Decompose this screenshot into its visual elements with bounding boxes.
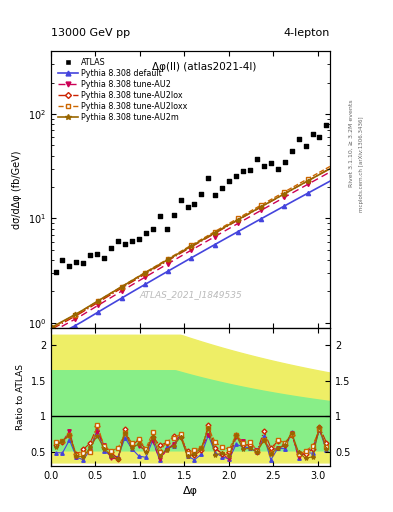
Line: Pythia 8.308 tune-AU2lox: Pythia 8.308 tune-AU2lox (50, 167, 332, 331)
Pythia 8.308 tune-AU2m (51, 324, 55, 330)
Pythia 8.308 tune-AU2lox (214, 229, 219, 236)
Text: Rivet 3.1.10, ≥ 3.2M events: Rivet 3.1.10, ≥ 3.2M events (349, 99, 354, 187)
Pythia 8.308 tune-AU2m (284, 189, 288, 196)
Text: 4-lepton: 4-lepton (284, 28, 330, 38)
ATLAS (184, 203, 191, 211)
Pythia 8.308 tune-AU2 (328, 169, 332, 175)
ATLAS (73, 258, 79, 266)
Text: Δφ(ll) (atlas2021-4l): Δφ(ll) (atlas2021-4l) (152, 62, 257, 72)
Pythia 8.308 tune-AU2loxx (50, 325, 54, 331)
ATLAS (247, 165, 253, 174)
ATLAS (156, 211, 163, 220)
ATLAS (59, 256, 66, 264)
ATLAS (66, 262, 73, 270)
ATLAS (150, 225, 156, 233)
Pythia 8.308 tune-AU2 (301, 183, 306, 189)
Pythia 8.308 tune-AU2 (51, 328, 55, 334)
Y-axis label: dσ/dΔφ (fb/GeV): dσ/dΔφ (fb/GeV) (12, 150, 22, 229)
Pythia 8.308 tune-AU2m (50, 324, 54, 330)
Pythia 8.308 tune-AU2 (214, 232, 219, 239)
Pythia 8.308 tune-AU2m (220, 225, 224, 231)
ATLAS (288, 147, 295, 155)
Pythia 8.308 tune-AU2 (50, 329, 54, 335)
Pythia 8.308 tune-AU2loxx (51, 324, 55, 330)
Line: Pythia 8.308 tune-AU2loxx: Pythia 8.308 tune-AU2loxx (50, 165, 332, 329)
ATLAS (226, 177, 232, 185)
Pythia 8.308 tune-AU2m (328, 166, 332, 172)
Text: ATLAS_2021_I1849535: ATLAS_2021_I1849535 (139, 290, 242, 299)
ATLAS (87, 251, 94, 259)
ATLAS (136, 235, 142, 243)
Pythia 8.308 default (328, 178, 332, 184)
ATLAS (177, 196, 184, 204)
ATLAS (163, 225, 170, 233)
ATLAS (143, 228, 149, 237)
Pythia 8.308 tune-AU2loxx (214, 227, 219, 233)
Pythia 8.308 default (50, 335, 54, 341)
ATLAS (171, 210, 177, 219)
ATLAS (80, 259, 86, 267)
ATLAS (303, 142, 309, 150)
Pythia 8.308 tune-AU2lox (215, 229, 220, 235)
ATLAS (254, 155, 260, 163)
Line: Pythia 8.308 tune-AU2m: Pythia 8.308 tune-AU2m (50, 166, 332, 330)
Pythia 8.308 tune-AU2lox (220, 226, 224, 232)
Pythia 8.308 tune-AU2 (215, 232, 220, 238)
ATLAS (115, 237, 121, 245)
ATLAS (108, 244, 114, 252)
ATLAS (323, 121, 330, 129)
ATLAS (129, 237, 135, 245)
Text: mcplots.cern.ch [arXiv:1306.3436]: mcplots.cern.ch [arXiv:1306.3436] (359, 116, 364, 211)
Pythia 8.308 tune-AU2lox (51, 326, 55, 332)
Y-axis label: Ratio to ATLAS: Ratio to ATLAS (16, 364, 25, 430)
ATLAS (296, 135, 302, 143)
ATLAS (122, 240, 128, 248)
Pythia 8.308 tune-AU2 (284, 193, 288, 199)
Line: Pythia 8.308 tune-AU2: Pythia 8.308 tune-AU2 (50, 170, 332, 334)
Pythia 8.308 tune-AU2loxx (220, 224, 224, 230)
ATLAS (309, 130, 316, 138)
ATLAS (101, 254, 107, 262)
Pythia 8.308 tune-AU2m (301, 180, 306, 186)
ATLAS (268, 159, 274, 167)
Pythia 8.308 tune-AU2lox (301, 180, 306, 186)
Line: Pythia 8.308 default: Pythia 8.308 default (50, 179, 332, 340)
ATLAS (233, 172, 239, 180)
Pythia 8.308 tune-AU2m (215, 228, 220, 234)
Pythia 8.308 tune-AU2loxx (284, 188, 288, 194)
Pythia 8.308 tune-AU2loxx (215, 227, 220, 233)
ATLAS (205, 174, 211, 182)
Pythia 8.308 default (214, 241, 219, 247)
ATLAS (240, 167, 246, 175)
ATLAS (191, 200, 198, 208)
Pythia 8.308 tune-AU2m (214, 229, 219, 235)
Pythia 8.308 default (220, 238, 224, 244)
ATLAS (94, 250, 100, 258)
Pythia 8.308 tune-AU2lox (284, 190, 288, 196)
Pythia 8.308 tune-AU2 (220, 229, 224, 236)
Pythia 8.308 tune-AU2loxx (328, 163, 332, 169)
Text: 13000 GeV pp: 13000 GeV pp (51, 28, 130, 38)
Pythia 8.308 tune-AU2lox (328, 165, 332, 172)
Pythia 8.308 default (301, 192, 306, 198)
Pythia 8.308 tune-AU2lox (50, 326, 54, 332)
ATLAS (282, 158, 288, 166)
Pythia 8.308 tune-AU2loxx (301, 178, 306, 184)
ATLAS (219, 184, 225, 193)
ATLAS (261, 162, 267, 170)
Legend: ATLAS, Pythia 8.308 default, Pythia 8.308 tune-AU2, Pythia 8.308 tune-AU2lox, Py: ATLAS, Pythia 8.308 default, Pythia 8.30… (55, 55, 190, 124)
ATLAS (52, 268, 59, 276)
ATLAS (316, 133, 323, 141)
ATLAS (275, 165, 281, 173)
Pythia 8.308 default (284, 202, 288, 208)
Pythia 8.308 default (215, 240, 220, 246)
X-axis label: Δφ: Δφ (183, 486, 198, 496)
Pythia 8.308 default (51, 334, 55, 340)
ATLAS (198, 190, 204, 199)
ATLAS (212, 191, 219, 199)
